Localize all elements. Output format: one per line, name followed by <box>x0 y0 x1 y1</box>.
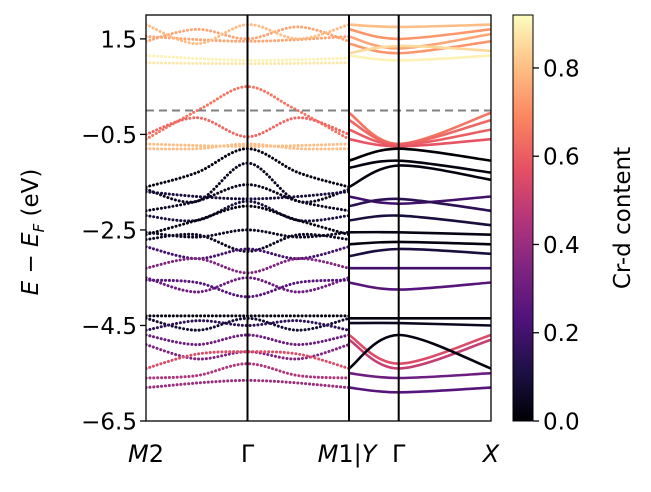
band-right-26 <box>349 371 491 380</box>
kpoint-lines <box>246 15 400 421</box>
band-right-10 <box>349 147 491 162</box>
band-right-15 <box>349 214 491 227</box>
kpoint-label-right-0: Γ <box>392 440 406 468</box>
band-right-5 <box>349 54 491 62</box>
y-tick-label-1: −0.5 <box>81 123 137 149</box>
band-right-22 <box>349 321 491 327</box>
band-right-16 <box>349 230 491 236</box>
y-tick-label-2: −2.5 <box>81 218 137 244</box>
colorbar-tick-label-2: 0.4 <box>543 233 580 259</box>
band-left-26 <box>146 350 349 370</box>
kpoint-label-left-1: Γ <box>241 440 255 468</box>
bands-right-panel <box>349 23 491 394</box>
band-left-24 <box>146 333 349 347</box>
band-right-17 <box>349 240 491 246</box>
colorbar-tick-label-3: 0.6 <box>543 145 580 171</box>
band-left-5 <box>146 85 349 141</box>
band-left-20 <box>146 278 349 299</box>
kpoint-label-left-0: M2 <box>128 440 164 468</box>
colorbar-tick-label-1: 0.2 <box>543 321 580 347</box>
colorbar-tick-label-0: 0.0 <box>543 410 580 436</box>
band-right-0 <box>349 23 491 29</box>
kpoint-label-left-2: M1|Y <box>318 440 379 468</box>
band-right-27 <box>349 386 491 394</box>
y-tick-label-0: 1.5 <box>100 27 137 53</box>
x-axis: M2 Γ M1|Y Γ X <box>128 440 500 468</box>
band-right-20 <box>349 281 491 291</box>
kpoint-label-right-1: X <box>481 440 500 468</box>
y-tick-label-4: −6.5 <box>81 410 137 436</box>
colorbar-tick-label-4: 0.8 <box>543 56 580 82</box>
y-tick-label-3: −4.5 <box>81 314 137 340</box>
colorbar <box>512 14 534 422</box>
band-left-27 <box>146 362 349 380</box>
colorbar-label: Cr-d content <box>610 147 636 289</box>
y-axis-label: E − EF (eV) <box>18 169 48 296</box>
band-right-14 <box>349 197 491 213</box>
band-right-18 <box>349 247 491 258</box>
y-axis: 1.5 −0.5 −2.5 −4.5 −6.5 <box>81 27 146 436</box>
colorbar-ticks: 0.0 0.2 0.4 0.6 0.8 <box>533 56 580 436</box>
plot-frame <box>145 14 492 422</box>
